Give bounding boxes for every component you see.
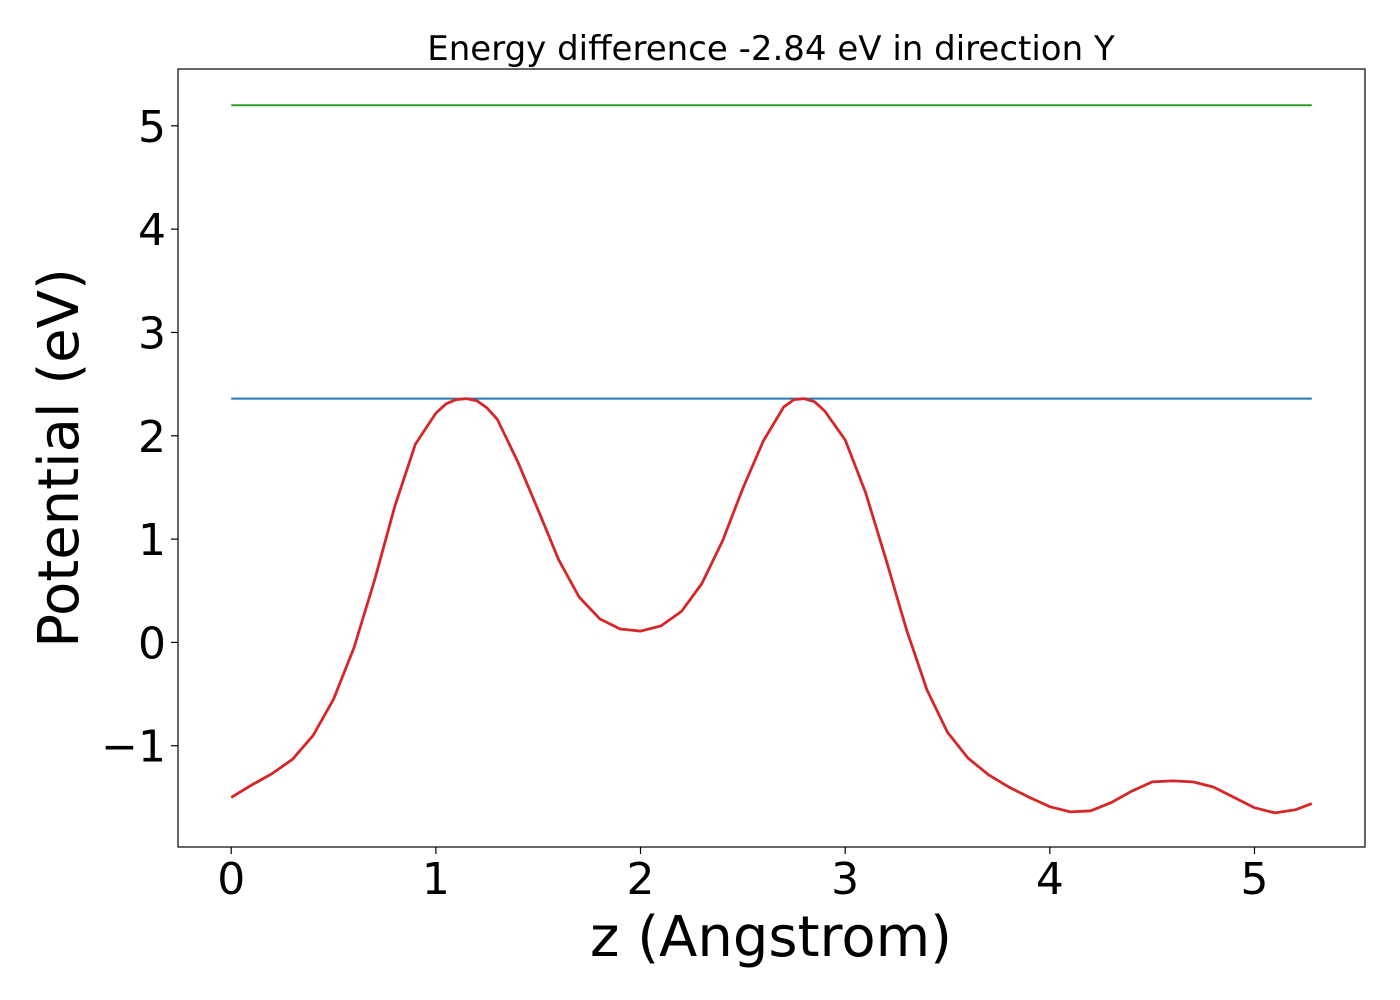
series-layer [230,104,1313,815]
x-tick-label: 0 [217,854,245,905]
x-tick-label: 2 [627,854,655,905]
y-tick-label: 3 [138,308,166,359]
y-tick-label: 5 [138,102,166,153]
x-axis-ticks: 0 1 2 3 4 5 [217,847,1268,905]
y-tick-label: 4 [138,205,166,256]
y-tick-label: 0 [138,618,166,669]
y-tick-label: 1 [138,515,166,566]
chart-title: Energy difference -2.84 eV in direction … [427,29,1115,69]
x-tick-label: 1 [422,854,450,905]
x-tick-label: 4 [1036,854,1064,905]
series-line-red [230,397,1313,815]
y-axis-label: Potential (eV) [27,268,92,648]
plot-area-frame [177,68,1366,848]
x-tick-label: 5 [1240,854,1268,905]
y-tick-label: −1 [101,722,166,773]
x-tick-label: 3 [831,854,859,905]
x-axis-label: z (Angstrom) [590,905,952,970]
y-tick-label: 2 [138,412,166,463]
y-axis-ticks: −1 0 1 2 3 4 5 [101,102,178,773]
